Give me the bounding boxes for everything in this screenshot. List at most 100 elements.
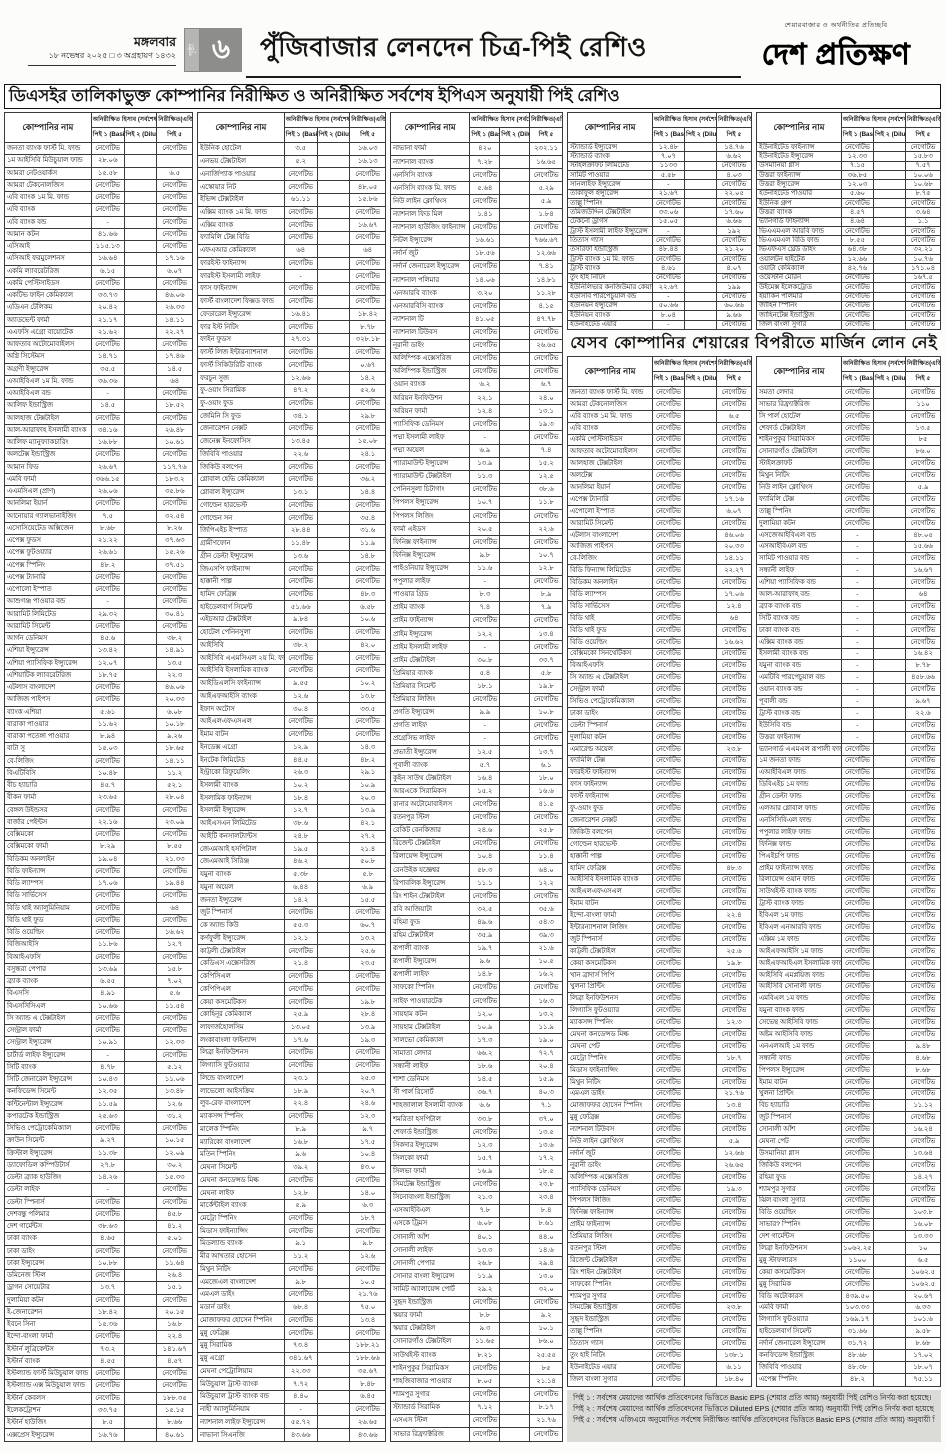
pe5-cell: নেগেটিভ — [905, 766, 941, 780]
pe5-cell: নেগেটিভ — [529, 1387, 563, 1402]
table-row: এমবি ফার্মা ১০৩.৩৩ ৬.৩৩ — [756, 1301, 941, 1315]
audited-header: নিরীক্ষিত(এজি এম অনুযায়ী) — [349, 112, 386, 128]
pe2-cell — [499, 994, 531, 1009]
pe5-cell: নেগেটিভ — [156, 1023, 193, 1038]
pe1-cell: ২১.১৭ — [90, 313, 125, 327]
pe5-cell: ১৬.৬ — [529, 784, 563, 799]
pe1-cell: নেগেটিভ — [651, 1254, 685, 1267]
table-row: লিন্ডে বাংলাদেশ ২৩.১ ২৫.৩ — [197, 1071, 386, 1086]
pe2-cell — [123, 644, 158, 658]
pe1-cell: নেগেটিভ — [469, 1177, 501, 1192]
table-row: রূপালী লাইফ ১৪.৮ ১৬.২ — [389, 967, 563, 983]
company-name-cell: এস্কোয়ার নিট — [197, 180, 285, 194]
pe1-cell: ২৬.৩ — [283, 765, 318, 780]
company-name-cell: ইন্টারন্যাশনাল লিজিং — [567, 921, 653, 934]
pe1-cell: নেগেটিভ — [840, 790, 874, 804]
table-row: রতনপুর স্টিল নেগেটিভ নেগেটিভ — [567, 1242, 752, 1256]
pe5-cell: নেগেটিভ — [716, 160, 752, 172]
company-name-cell: বীচ হ্যাচারি — [4, 778, 92, 793]
pe2-cell — [683, 300, 718, 312]
pe2-cell — [499, 666, 531, 681]
table-row: এসআইবিএল বন্ড -১৫.৬৬ — [756, 540, 941, 554]
pe2-cell — [872, 188, 907, 200]
pe1-cell: নেগেটিভ — [651, 790, 685, 804]
pe5-cell: ২২.৪ — [156, 1330, 193, 1344]
pe5-cell: ৮.৬৬ — [156, 1415, 193, 1430]
table-row: শাহজিবাজার পাওয়ার ৮.০৫ ২১.১৪ — [389, 1374, 563, 1389]
pe1-cell: ৬৬.২ — [469, 1046, 501, 1061]
pe1-cell: নেগেটিভ — [469, 482, 501, 497]
pe2-cell — [316, 294, 351, 309]
company-name-cell: গ্রীন ডেল্টা ফান্ড — [756, 790, 842, 804]
pe5-cell: নেগেটিভ — [716, 659, 752, 673]
pe1-cell: ৬১.১১ — [283, 192, 318, 207]
pe1-cell: নেগেটিভ — [840, 504, 874, 518]
pe2-cell — [123, 1097, 158, 1111]
table-row: মতিন স্পিনিং ৯.৬ ১০.৪ — [197, 1148, 386, 1162]
table-row: আল-আরাফাহ বন্ড -৬৪ — [756, 588, 941, 602]
company-name-cell: সামিট পাওয়ার বন্ড — [756, 552, 842, 566]
pe1-cell: নেগেটিভ — [840, 1087, 874, 1101]
table-body: নাভানা ফার্মা ৪২০ ২৩২.১১ ন্যাশনাল ব্যাংক ৭.২… — [389, 141, 563, 1443]
company-name-cell: ফিনিক্স ফাইন্যান্স — [567, 1206, 653, 1220]
pe5-cell: ২৫.৬ — [716, 944, 752, 958]
pe2-cell — [683, 1087, 718, 1101]
table-row: এপোলো ইস্পাত নেগেটিভ নেগেটিভ — [4, 582, 193, 597]
company-name-cell: এপেক্স স্পিনিং — [4, 558, 92, 572]
pe2-cell — [683, 263, 718, 274]
pe2-cell — [872, 141, 907, 153]
pe2-cell — [683, 235, 718, 246]
pe5-cell: নেগেটিভ — [716, 1277, 752, 1291]
pe1-cell: ২৬.০৬ — [90, 484, 125, 499]
company-name-cell: ওয়াটা কেমিক্যাল — [756, 263, 842, 274]
company-name-cell: এশিয়া ইন্স্যুরেন্স — [4, 644, 92, 658]
company-name-cell: প্রগ্রেসিভ লাইফ — [389, 731, 471, 747]
company-name-cell: এশিয়াটিক ল্যাবরেটরিজ — [4, 668, 92, 683]
table-row: আরামিট সিমেন্ট নেগেটিভ নেগেটিভ — [4, 619, 193, 634]
pe5-cell: ৪৫৮.৬৬ — [905, 671, 941, 685]
pe2-cell — [316, 1211, 351, 1226]
pe1-cell: নেগেটিভ — [840, 397, 874, 411]
pe5-cell: ৫.১২ — [156, 1060, 193, 1075]
table-row: সিটি ব্যাংক বন্ড - নেগেটিভ — [756, 611, 941, 625]
pe5-cell: নেগেটিভ — [349, 664, 386, 678]
pe5-cell: নেগেটিভ — [156, 1379, 193, 1393]
company-name-cell: ন্যাশনাল ফিড মিল — [389, 207, 471, 222]
pe1-cell: নেগেটিভ — [840, 409, 874, 423]
pe2-cell — [499, 1256, 531, 1271]
pe1-cell: নেগেটিভ — [651, 1301, 685, 1315]
pe1-cell: ৪.৯১ — [90, 987, 125, 1001]
table-row: সিমটেক্স ইন্ডাস্ট্রিজ নেগেটিভ ২৩.৮ — [389, 1177, 563, 1192]
table-row: আলিফ ম্যানুফ্যাকচারিং ১৬.৮৮ ১০.৬১ — [4, 435, 193, 450]
company-name-cell: দেশবন্ধু পলিমার — [4, 1207, 92, 1222]
table-row: রিলায়েন্স ওয়ান ফান্ড নেগেটিভ নেগেটিভ — [756, 873, 941, 887]
pe2-cell — [123, 742, 158, 756]
table-row: ম্যাকসন্স স্পিনিং নেগেটিভ ১২.৩ — [567, 1016, 752, 1030]
company-name-cell: ইউসিবি পারপেচুয়াল বন্ড — [567, 291, 653, 302]
pe1-cell: ২৩.১ — [283, 1071, 318, 1086]
pe5-cell: ৪.০৩ — [716, 170, 752, 181]
pe2-cell — [683, 1099, 718, 1113]
table-row: এপেক্স স্পিনিং ৪৮.২ ৭৫.১১ — [756, 1372, 941, 1388]
table-row: প্রাইম ফাইন্যান্স নেগেটিভ নেগেটিভ — [567, 1218, 752, 1232]
table-row: মীর আখতার হোসেন ১১.২ ১২.৬ — [197, 1249, 386, 1264]
table-row: কোহিনূর কেমিক্যাল ২৫.৯ ২৮.৪ — [197, 1007, 386, 1022]
pe5-cell: ৫২.১ — [156, 778, 193, 793]
pe1-cell: নেগেটিভ — [90, 913, 125, 928]
pe2-cell — [316, 307, 351, 322]
pe1-cell: ৪০.১ — [469, 1230, 501, 1245]
pe1-cell: ৪১.০৫ — [469, 312, 501, 327]
pe2-cell — [872, 742, 907, 756]
pe1-cell: ৪৫.৬ — [90, 631, 125, 646]
pe1-cell: ১৭.৩ — [469, 1033, 501, 1048]
pe5-cell: নেগেটিভ — [716, 1230, 752, 1244]
company-name-cell: মোজাফফর হোসেন স্পিনিং — [567, 1099, 653, 1113]
table-row: মালেক স্পিনিং ৮.৯ ৯.৭ — [197, 1122, 386, 1137]
company-name-cell: প্রাইম ফাইন্যান্স — [567, 1218, 653, 1232]
pe2-cell — [872, 944, 907, 958]
pe2-cell — [872, 481, 907, 495]
company-name-cell: ফিনিক্স ফাইন্যান্স — [389, 535, 471, 550]
pe2-cell — [683, 1337, 718, 1351]
table-row: নিউ লাইন ক্লোথিংস নেগেটিভ ৫.৯ — [389, 194, 563, 209]
pe1-cell: নেগেটিভ — [840, 1158, 874, 1172]
